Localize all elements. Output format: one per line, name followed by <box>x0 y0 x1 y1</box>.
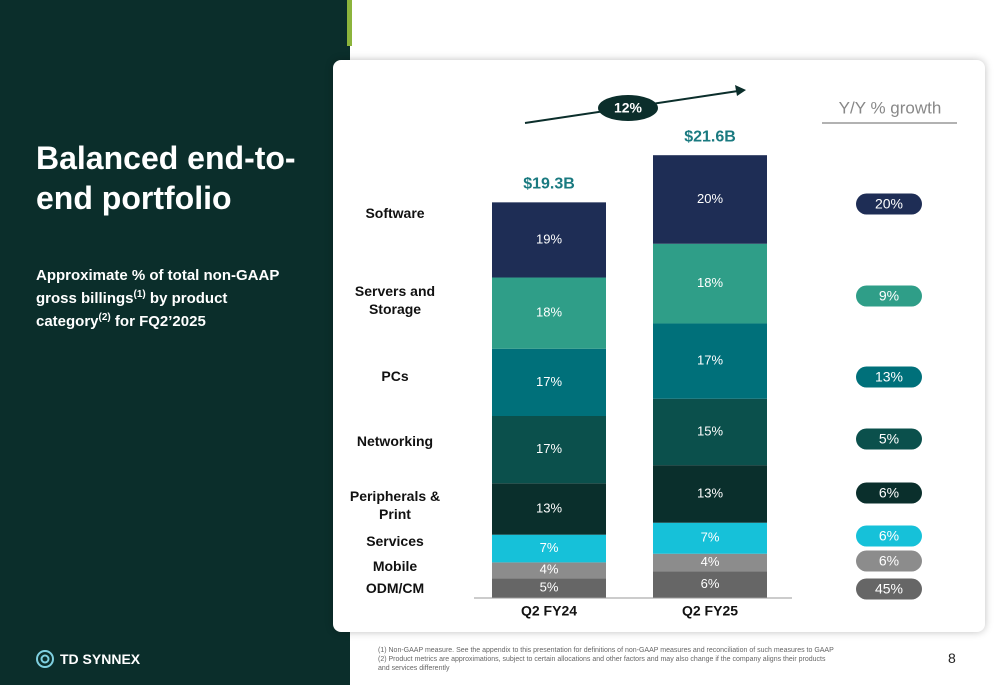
bar-segment <box>653 465 767 523</box>
growth-pill <box>598 95 658 121</box>
bar-segment <box>653 571 767 598</box>
category-label: Mobile <box>372 558 418 574</box>
segment-label: 5% <box>540 580 559 595</box>
growth-pill: 6% <box>856 482 922 504</box>
logo-text: TD SYNNEX <box>60 651 141 667</box>
bar-segment <box>492 534 606 563</box>
category-label: Software <box>365 205 425 221</box>
left-panel <box>0 0 350 685</box>
arrow-head <box>735 85 746 96</box>
bar-segment <box>653 553 767 572</box>
accent-bar <box>347 0 352 46</box>
subtitle-text: Approximate % of total non-GAAP gross bi… <box>36 267 280 307</box>
segment-label: 18% <box>536 305 562 320</box>
subtitle-text: by product category <box>36 290 228 330</box>
x-tick-label: Q2 FY24 <box>521 603 577 619</box>
bar-segment <box>653 398 767 466</box>
growth-pill: 5% <box>856 428 922 450</box>
category-label: PCs <box>381 368 409 384</box>
footnote: (1) Non-GAAP measure. See the appendix t… <box>378 647 834 654</box>
bar-segment <box>653 522 767 554</box>
total-label: $21.6B <box>684 128 736 145</box>
subtitle-text: for FQ2’2025 <box>110 313 206 330</box>
category-label: Servers and Storage <box>354 283 436 317</box>
footnote-ref: (1) <box>133 289 146 300</box>
category-label: Services <box>366 533 424 549</box>
page-number: 8 <box>948 650 956 666</box>
segment-label: 13% <box>536 500 562 515</box>
bar-segment <box>492 578 606 598</box>
bar-segment <box>492 277 606 349</box>
segment-label: 20% <box>697 191 723 206</box>
bar-segment <box>653 155 767 244</box>
segment-label: 17% <box>697 353 723 368</box>
bar-segment <box>492 483 606 535</box>
footnote: (2) Product metrics are approximations, … <box>378 656 826 672</box>
segment-label: 6% <box>701 576 720 591</box>
category-label: Networking <box>356 433 434 449</box>
bar-segment <box>653 243 767 324</box>
logo: TD SYNNEX <box>36 650 140 668</box>
logo-icon <box>36 650 54 668</box>
bar-segment <box>492 416 606 484</box>
growth-pill: 9% <box>856 285 922 307</box>
segment-label: 18% <box>697 275 723 290</box>
slide-subtitle: Approximate % of total non-GAAP gross bi… <box>36 266 296 331</box>
growth-pill: 45% <box>856 578 922 600</box>
segment-label: 17% <box>536 374 562 389</box>
growth-pill: 6% <box>856 550 922 572</box>
bar-segment <box>492 202 606 278</box>
segment-label: 19% <box>536 231 562 246</box>
segment-label: 7% <box>701 530 720 545</box>
segment-label: 4% <box>701 554 720 569</box>
footnote-ref: (2) <box>98 312 111 323</box>
segment-label: 13% <box>697 485 723 500</box>
growth-pill: 20% <box>856 193 922 215</box>
slide-title: Balanced end-to-end portfolio <box>36 140 296 216</box>
category-label: ODM/CM <box>365 580 425 596</box>
segment-label: 7% <box>540 540 559 555</box>
segment-label: 4% <box>540 562 559 577</box>
growth-title: Y/Y % growth <box>839 98 942 117</box>
growth-label: 12% <box>614 100 643 116</box>
x-tick-label: Q2 FY25 <box>682 603 738 619</box>
segment-label: 15% <box>697 423 723 438</box>
bar-segment <box>492 348 606 417</box>
bar-segment <box>653 323 767 399</box>
footnotes: (1) Non-GAAP measure. See the appendix t… <box>378 646 838 673</box>
bar-segment <box>492 562 606 579</box>
growth-pill: 6% <box>856 525 922 547</box>
total-label: $19.3B <box>523 176 575 193</box>
growth-pill: 13% <box>856 366 922 388</box>
segment-label: 17% <box>536 441 562 456</box>
category-label: Peripherals & Print <box>349 488 441 522</box>
